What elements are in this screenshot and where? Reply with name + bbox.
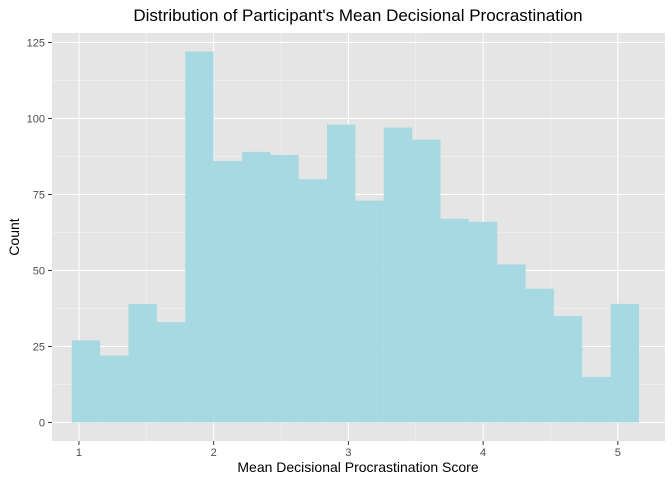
y-axis-title: Count: [6, 218, 22, 255]
y-tick-label: 0: [39, 417, 45, 429]
histogram-bar: [156, 322, 186, 423]
chart-title: Distribution of Participant's Mean Decis…: [133, 6, 582, 25]
histogram-bar: [327, 124, 356, 423]
histogram-bar: [553, 316, 583, 423]
histogram-bar: [525, 288, 554, 423]
histogram-bar: [355, 200, 384, 423]
histogram-bar: [468, 221, 498, 423]
histogram-bar: [128, 303, 157, 423]
y-tick-label: 50: [33, 265, 45, 277]
histogram-bar: [582, 376, 611, 423]
histogram-bar: [497, 264, 526, 423]
histogram-bar: [383, 127, 413, 423]
histogram-bar: [610, 303, 639, 423]
histogram-bar: [270, 154, 299, 423]
x-tick-label: 5: [615, 447, 621, 459]
y-tick-label: 125: [27, 37, 45, 49]
y-tick-label: 100: [27, 113, 45, 125]
x-tick-label: 2: [211, 447, 217, 459]
histogram-bar: [440, 218, 469, 423]
histogram-bar: [185, 51, 214, 423]
x-tick-label: 3: [345, 447, 351, 459]
histogram-bars: [71, 51, 639, 423]
histogram-bar: [241, 151, 271, 423]
x-tick-label: 1: [76, 447, 82, 459]
histogram-bar: [213, 160, 242, 423]
histogram-bar: [412, 139, 441, 423]
histogram-bar: [298, 179, 328, 423]
histogram-bar: [71, 340, 101, 423]
histogram-bar: [100, 355, 129, 423]
y-tick-label: 75: [33, 189, 45, 201]
x-tick-label: 4: [480, 447, 486, 459]
x-axis-title: Mean Decisional Procrastination Score: [237, 459, 478, 475]
y-tick-label: 25: [33, 341, 45, 353]
